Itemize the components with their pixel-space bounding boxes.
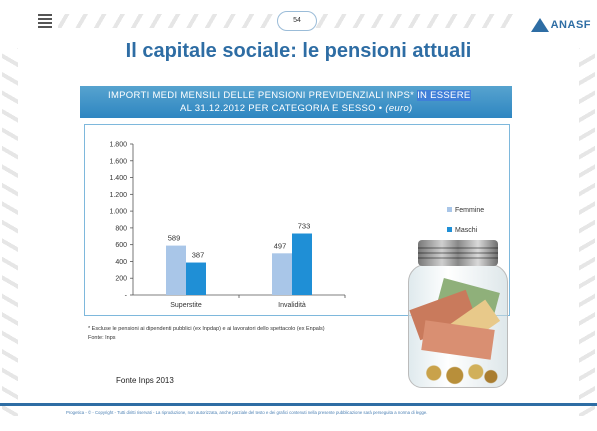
y-tick-label: 1.600 <box>109 158 127 165</box>
anasf-logo: ANASF <box>530 18 591 32</box>
data-label: 733 <box>298 222 311 231</box>
chart-footnote: * Escluse le pensioni ai dipendenti pubb… <box>88 326 325 332</box>
money-jar-image <box>404 240 512 390</box>
logo-triangle-icon <box>530 18 549 32</box>
source-note: Fonte Inps 2013 <box>116 376 174 385</box>
jar-lid <box>418 240 498 266</box>
legend-swatch-maschi <box>447 227 452 232</box>
x-tick-label: Invalidità <box>278 302 306 309</box>
bar-femmine-0 <box>166 245 186 295</box>
chart-header-highlight: IN ESSERE <box>417 90 471 101</box>
legend-swatch-femmine <box>447 207 452 212</box>
logo-text: ANASF <box>550 19 591 31</box>
x-tick-label: Superstite <box>170 302 202 309</box>
bar-maschi-1 <box>292 233 312 295</box>
chart-header-unit: (euro) <box>385 103 413 114</box>
y-tick-label: 800 <box>115 225 127 232</box>
y-tick-label: 600 <box>115 242 127 249</box>
chart-header-line1-text: IMPORTI MEDI MENSILI DELLE PENSIONI PREV… <box>108 90 415 101</box>
slide-title: Il capitale sociale: le pensioni attuali <box>125 40 472 62</box>
y-tick-label: 400 <box>115 259 127 266</box>
y-tick-label: - <box>125 293 128 300</box>
bar-chart: - 200 400 600 800 1.000 1.200 1.400 1.600 1.800 58… <box>109 142 484 310</box>
legend-label-femmine: Femmine <box>455 207 484 214</box>
chart-header-line2: AL 31.12.2012 PER CATEGORIA E SESSO • (e… <box>180 103 413 114</box>
page-number: 54 <box>277 11 317 31</box>
data-label: 387 <box>192 251 205 260</box>
chart-footnote-source: Fonte: Inps <box>88 335 116 341</box>
jar-body <box>408 264 508 388</box>
bar-maschi-0 <box>186 262 206 295</box>
legend-label-maschi: Maschi <box>455 227 478 234</box>
chart-header: IMPORTI MEDI MENSILI DELLE PENSIONI PREV… <box>80 86 512 118</box>
y-tick-label: 1.200 <box>109 192 127 199</box>
coins <box>417 361 501 385</box>
y-tick-label: 200 <box>115 276 127 283</box>
y-tick-label: 1.000 <box>109 209 127 216</box>
data-label: 589 <box>168 234 181 243</box>
corner-stripes-icon <box>38 14 52 30</box>
chart-header-line2-text: AL 31.12.2012 PER CATEGORIA E SESSO • <box>180 103 383 114</box>
data-label: 497 <box>274 241 287 250</box>
bar-femmine-1 <box>272 253 292 295</box>
y-tick-label: 1.400 <box>109 175 127 182</box>
decorative-border-left <box>2 48 18 416</box>
copyright-notice: Progetica - © - Copyright - Tutti diritt… <box>66 410 428 415</box>
bottom-bar <box>0 403 597 406</box>
decorative-border-right <box>579 48 595 416</box>
chart-header-line1: IMPORTI MEDI MENSILI DELLE PENSIONI PREV… <box>108 90 471 101</box>
y-tick-label: 1.800 <box>109 142 127 149</box>
